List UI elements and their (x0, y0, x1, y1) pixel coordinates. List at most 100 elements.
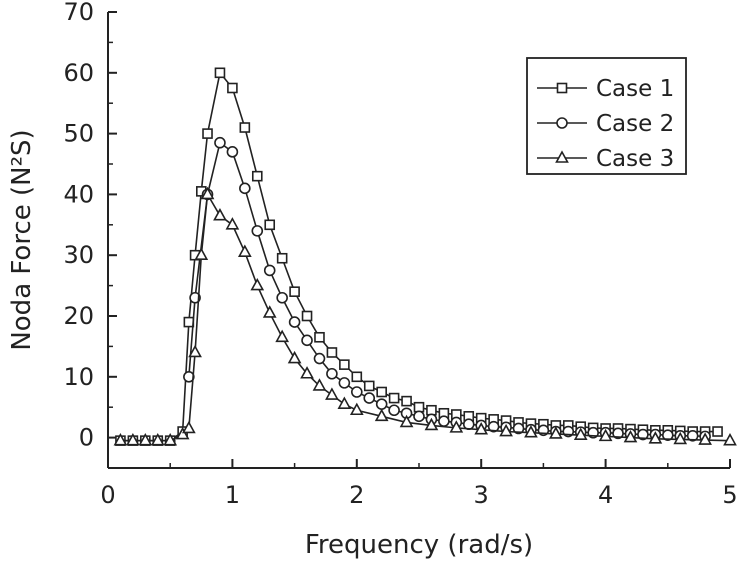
data-point (250, 277, 265, 291)
data-point (301, 310, 313, 322)
data-point (276, 252, 288, 264)
data-point (548, 426, 563, 439)
data-point (138, 432, 153, 446)
data-point (213, 208, 227, 221)
data-point (648, 431, 663, 444)
data-point (499, 423, 513, 437)
data-point (264, 219, 276, 231)
data-point (399, 414, 414, 428)
data-point (251, 225, 264, 237)
data-point (314, 331, 325, 343)
data-point (276, 291, 288, 304)
data-point (214, 67, 226, 79)
x-tick-label: 0 (100, 481, 115, 509)
series-line (188, 141, 706, 438)
x-tick-label: 3 (474, 481, 489, 509)
legend: Case 1 Case 2 Case 3 (526, 57, 687, 175)
data-point (325, 387, 339, 400)
data-point (126, 432, 140, 446)
data-point (661, 429, 674, 441)
y-tick-label: 0 (79, 424, 94, 452)
data-point (275, 329, 290, 343)
data-point (188, 344, 202, 358)
data-point (300, 366, 314, 379)
data-point (424, 417, 439, 431)
data-point (287, 350, 302, 364)
data-point (686, 429, 699, 442)
data-point (698, 432, 712, 445)
data-point (712, 426, 723, 437)
data-point (723, 432, 737, 446)
data-point (189, 291, 201, 304)
data-point (175, 426, 190, 440)
data-point (326, 347, 338, 358)
x-axis-title: Frequency (rad/s) (305, 530, 533, 560)
x-tick-label: 4 (598, 481, 613, 509)
data-point (239, 182, 251, 195)
data-point (338, 377, 351, 389)
data-point (214, 136, 226, 149)
y-tick-label: 60 (63, 59, 94, 87)
y-tick-label: 50 (63, 120, 94, 148)
data-point (401, 395, 412, 407)
data-point (673, 431, 688, 445)
data-point (623, 429, 638, 443)
data-point (449, 420, 464, 433)
y-axis-title: Noda Force (N²S) (7, 129, 37, 350)
legend-box (526, 57, 687, 175)
y-tick-label: 10 (63, 363, 94, 391)
data-point (225, 217, 240, 230)
y-tick-label: 40 (63, 180, 94, 208)
data-point (349, 402, 364, 416)
data-point (183, 316, 195, 328)
data-point (113, 432, 128, 446)
data-point (339, 359, 350, 370)
data-point (512, 422, 525, 435)
series-layer (113, 67, 737, 446)
data-point (312, 378, 327, 391)
legend-label: Case 3 (596, 146, 674, 172)
data-point (363, 392, 376, 404)
data-point (426, 404, 437, 416)
data-point (413, 410, 425, 423)
data-point (200, 186, 215, 200)
data-point (474, 422, 489, 435)
data-point (288, 316, 301, 328)
x-tick-label: 1 (225, 481, 240, 509)
data-point (202, 128, 213, 139)
data-point (289, 286, 300, 297)
series-line (120, 191, 731, 442)
data-point (237, 244, 252, 257)
legend-marker (556, 117, 568, 129)
x-tick-label: 2 (349, 481, 364, 509)
data-point (598, 428, 613, 442)
legend-marker (555, 150, 569, 163)
data-point (251, 170, 263, 182)
data-point (326, 367, 338, 380)
data-point (351, 371, 363, 383)
data-point (375, 398, 388, 410)
data-point (227, 82, 238, 94)
data-point (363, 380, 375, 392)
data-point (388, 392, 400, 404)
legend-label: Case 1 (596, 76, 674, 102)
y-tick-label: 30 (63, 241, 94, 269)
data-point (462, 418, 475, 431)
y-tick-label: 70 (63, 0, 94, 26)
data-point (524, 425, 538, 438)
data-point (313, 352, 326, 365)
data-point (413, 401, 425, 413)
y-tick-label: 20 (63, 302, 94, 330)
data-point (337, 396, 352, 409)
data-point (163, 432, 178, 446)
data-point (612, 427, 624, 440)
data-point (262, 305, 277, 318)
data-point (573, 427, 588, 440)
data-point (194, 247, 209, 261)
data-point (301, 334, 313, 347)
data-point (388, 404, 400, 417)
series-3 (113, 186, 737, 446)
data-point (350, 386, 363, 398)
